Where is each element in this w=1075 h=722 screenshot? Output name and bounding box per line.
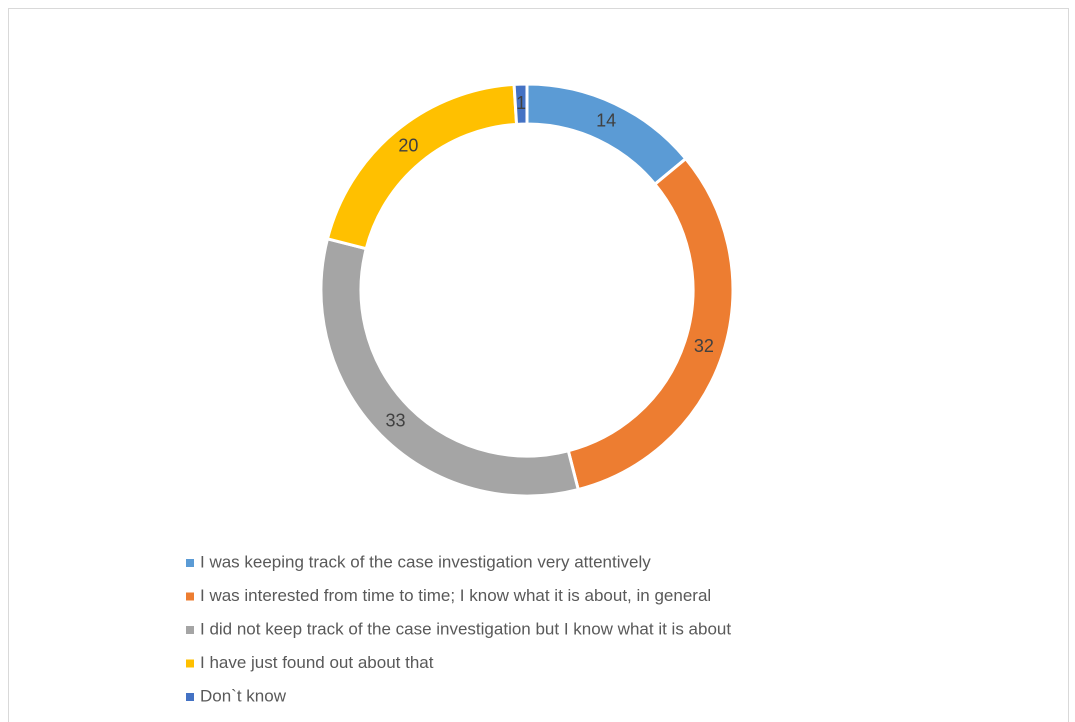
legend-label: I was interested from time to time; I kn… bbox=[200, 586, 711, 605]
donut-segment bbox=[512, 82, 529, 126]
legend-label: I was keeping track of the case investig… bbox=[200, 552, 651, 571]
data-label: 33 bbox=[385, 410, 405, 430]
data-label: 20 bbox=[398, 135, 418, 155]
chart-frame bbox=[8, 8, 1069, 722]
legend-swatch bbox=[186, 592, 194, 601]
data-label: 1 bbox=[516, 93, 526, 113]
legend-swatch bbox=[186, 626, 194, 634]
legend-label: I have just found out about that bbox=[200, 653, 434, 672]
legend-label: I did not keep track of the case investi… bbox=[200, 619, 731, 638]
legend-swatch bbox=[186, 659, 194, 668]
legend-swatch bbox=[186, 693, 194, 701]
data-label: 14 bbox=[596, 110, 616, 130]
legend-label: Don`t know bbox=[200, 686, 287, 705]
legend-swatch bbox=[186, 559, 194, 567]
data-label: 32 bbox=[694, 336, 714, 356]
